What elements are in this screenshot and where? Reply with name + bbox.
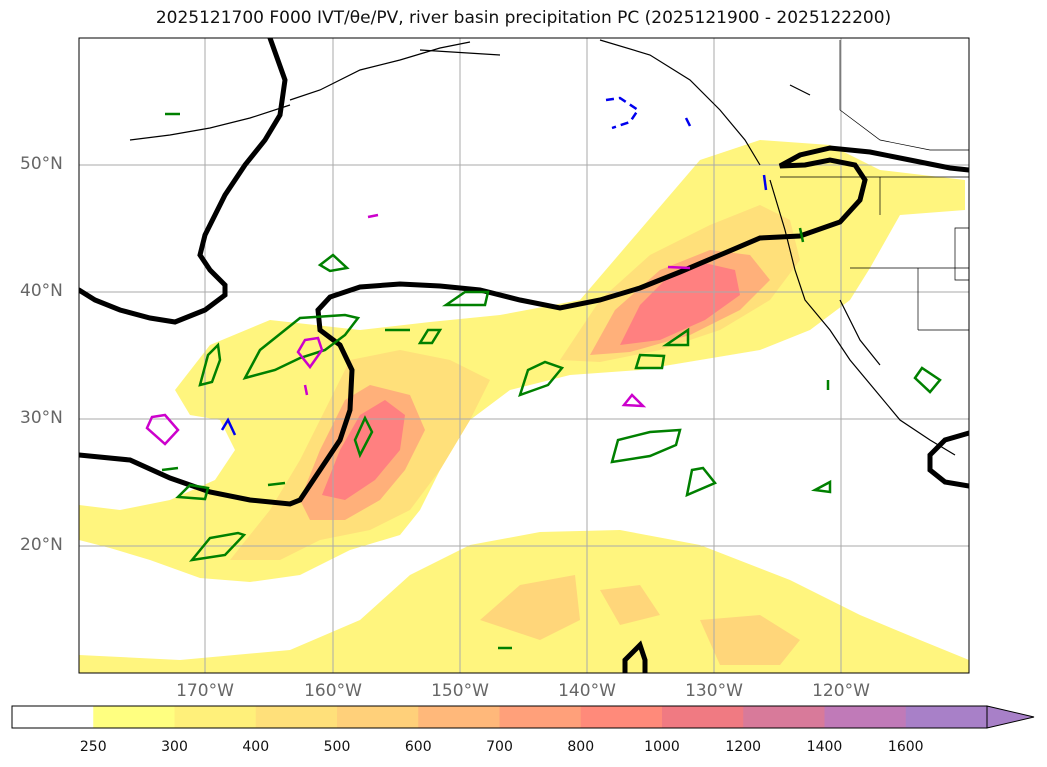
colorbar-tick-label: 600 (404, 739, 432, 755)
lon-label-150w: 150°W (431, 681, 489, 701)
ivt-core-east (620, 262, 740, 345)
colorbar-swatch (662, 706, 744, 728)
colorbar-tick-label: 500 (323, 739, 351, 755)
coastlines (129, 39, 956, 456)
colorbar-swatch (12, 706, 94, 728)
lat-label-20n: 20°N (20, 535, 63, 555)
graticule (79, 38, 969, 673)
lon-label-120w: 120°W (812, 681, 870, 701)
colorbar-tick-label: 1400 (806, 739, 843, 755)
colorbar-tick-label: 300 (161, 739, 188, 755)
colorbar-swatch (824, 706, 907, 728)
lon-label-140w: 140°W (558, 681, 616, 701)
lat-label-50n: 50°N (20, 154, 63, 174)
colorbar-tick-label: 800 (567, 739, 595, 755)
colorbar-tick-label: 400 (242, 739, 270, 755)
map-frame (78, 37, 970, 674)
colorbar-swatch (255, 706, 338, 728)
blue-contours (220, 96, 768, 436)
colorbar-swatch (905, 706, 988, 728)
borders (780, 40, 969, 331)
colorbar-tick-label: 250 (79, 739, 107, 755)
colorbar-swatch (337, 706, 419, 728)
ivt-band-400-south (480, 575, 800, 665)
lon-label-130w: 130°W (685, 681, 743, 701)
colorbar-swatch (743, 706, 825, 728)
map-title: 2025121700 F000 IVT/θe/PV, river basin p… (155, 8, 892, 28)
colorbar-tick-label: 1000 (644, 739, 680, 755)
colorbar-swatches (12, 706, 988, 728)
lon-label-170w: 170°W (176, 681, 234, 701)
colorbar-swatch (174, 706, 257, 728)
thetae-contours (79, 38, 969, 673)
lon-label-160w: 160°W (304, 681, 362, 701)
pv-contours (161, 112, 942, 650)
colorbar-swatch (580, 706, 663, 728)
colorbar-tick-label: 700 (486, 739, 513, 755)
colorbar-tick-label: 1200 (725, 739, 762, 755)
colorbar-swatch (93, 706, 175, 728)
colorbar-tick-label: 1600 (887, 739, 924, 755)
colorbar-extend-arrow (986, 705, 1035, 729)
colorbar-swatch (418, 706, 500, 728)
colorbar-swatch (499, 706, 582, 728)
magenta-contours (145, 213, 691, 446)
lat-label-30n: 30°N (20, 408, 63, 428)
lat-label-40n: 40°N (20, 281, 63, 301)
colorbar-frame (11, 705, 988, 729)
